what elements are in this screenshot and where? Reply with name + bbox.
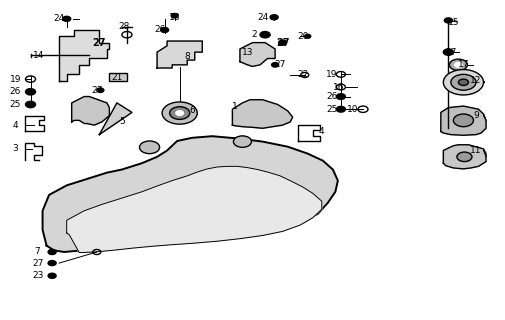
Circle shape [25,101,35,108]
Circle shape [272,63,279,67]
Text: 4: 4 [13,121,18,130]
Text: 28: 28 [119,22,130,31]
Text: 25: 25 [10,100,21,109]
Text: 22: 22 [297,70,309,79]
Text: 24: 24 [54,14,65,23]
Circle shape [260,32,270,38]
Text: 20: 20 [297,32,309,41]
Text: 14: 14 [33,51,45,60]
Circle shape [171,13,178,18]
Text: 8: 8 [184,52,190,61]
Text: 9: 9 [473,111,479,120]
Circle shape [25,89,35,95]
Text: 26: 26 [326,92,337,101]
Polygon shape [157,41,203,68]
Text: 27: 27 [445,48,457,57]
Polygon shape [240,43,275,67]
Text: 10: 10 [347,105,359,114]
Text: 18: 18 [169,13,180,22]
Circle shape [453,114,474,127]
Text: 5: 5 [119,117,125,126]
Circle shape [449,59,468,70]
Polygon shape [59,30,110,81]
Text: 12: 12 [470,76,482,85]
Text: 17: 17 [458,60,469,69]
Polygon shape [441,106,486,135]
Text: 27: 27 [274,60,286,69]
Text: 26: 26 [10,87,21,96]
Text: 3: 3 [13,144,18,153]
Text: 4: 4 [319,127,325,136]
Circle shape [443,69,483,95]
Text: 1: 1 [232,101,238,111]
Text: 23: 23 [32,271,43,280]
Polygon shape [42,136,338,252]
Circle shape [444,18,452,23]
Text: 16: 16 [333,83,344,92]
Circle shape [336,94,345,100]
Circle shape [170,107,190,119]
Circle shape [161,28,169,32]
Bar [110,73,127,81]
Polygon shape [232,100,293,128]
Circle shape [176,110,184,116]
Text: 26: 26 [154,25,165,35]
Text: 27: 27 [91,86,103,95]
Circle shape [451,74,476,90]
Text: 2: 2 [251,30,257,39]
Text: 7: 7 [35,247,40,257]
Circle shape [459,79,469,85]
Circle shape [443,49,453,55]
Circle shape [305,34,311,38]
Circle shape [233,136,251,147]
Circle shape [48,273,56,278]
Text: 15: 15 [447,18,459,27]
Circle shape [457,152,472,162]
Polygon shape [99,103,132,135]
Circle shape [139,141,160,154]
Text: 27: 27 [92,38,106,48]
Text: 27: 27 [32,259,43,268]
Circle shape [336,106,345,112]
Circle shape [97,88,104,92]
Circle shape [454,62,463,68]
Polygon shape [72,97,110,125]
Text: 6: 6 [189,106,195,115]
Circle shape [279,40,287,45]
Text: 11: 11 [470,146,482,155]
Text: 25: 25 [326,105,337,114]
Circle shape [270,15,278,20]
Text: 27: 27 [276,38,289,48]
Circle shape [48,250,56,254]
Text: 21: 21 [111,73,123,82]
Polygon shape [443,145,486,169]
Circle shape [162,102,197,124]
Text: 19: 19 [326,70,338,79]
Circle shape [63,16,71,21]
Circle shape [48,260,56,266]
Polygon shape [67,166,322,252]
Text: 19: 19 [10,75,21,84]
Text: 24: 24 [257,13,268,22]
Text: 13: 13 [242,48,253,57]
